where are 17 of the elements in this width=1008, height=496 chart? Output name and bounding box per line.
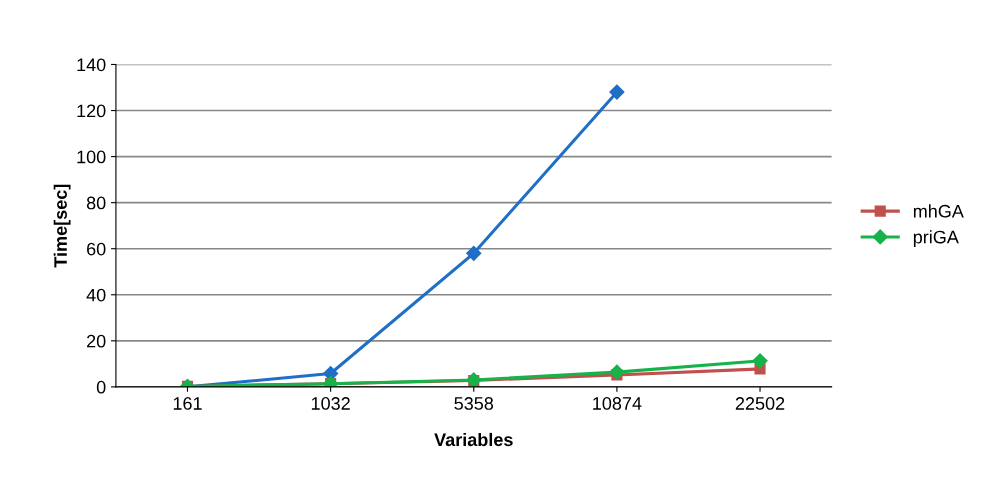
y-tick-label: 120 <box>77 104 106 118</box>
y-axis-title: Time[sec] <box>53 184 71 268</box>
y-tick-label: 100 <box>77 150 106 164</box>
x-tick-label: 22502 <box>735 397 785 410</box>
x-tick-label: 161 <box>173 397 202 410</box>
y-tick-label: 40 <box>86 288 106 302</box>
y-tick-label: 60 <box>87 242 106 256</box>
x-tick-label: 1032 <box>311 397 350 410</box>
legend-label: mhGA <box>913 204 964 218</box>
legend-label: priGA <box>913 230 959 248</box>
y-tick-label: 20 <box>87 334 106 348</box>
y-tick-label: 140 <box>77 58 106 72</box>
y-tick-label: 80 <box>86 196 106 210</box>
x-tick-label: 10874 <box>593 397 642 410</box>
y-tick-label: 0 <box>96 380 106 394</box>
x-axis-title: Variables <box>434 432 513 447</box>
x-tick-label: 5358 <box>454 397 494 410</box>
